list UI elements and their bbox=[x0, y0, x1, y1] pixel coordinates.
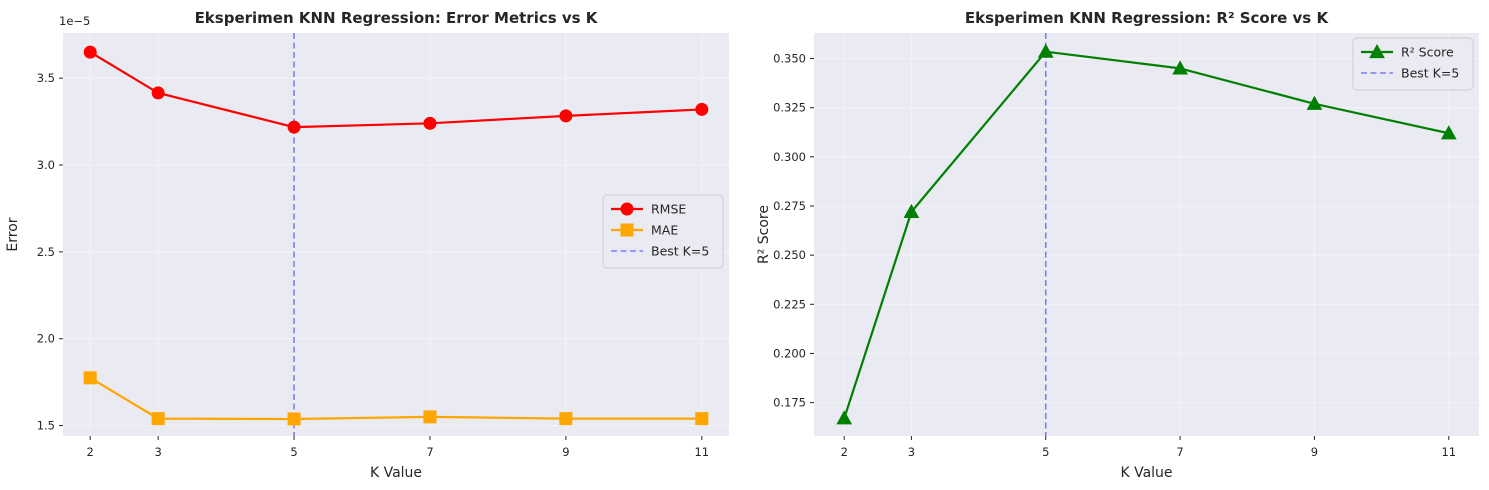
y-axis-offset-label: 1e−5 bbox=[59, 14, 90, 28]
data-point bbox=[836, 410, 853, 425]
y-axis-label: Error bbox=[5, 217, 21, 251]
x-axis-label: K Value bbox=[1120, 465, 1172, 481]
x-tick-label: 9 bbox=[562, 445, 569, 459]
x-tick-label: 11 bbox=[1441, 445, 1456, 459]
x-tick-label: 2 bbox=[841, 445, 848, 459]
data-point bbox=[559, 412, 573, 426]
data-point bbox=[83, 45, 97, 59]
data-point bbox=[903, 203, 920, 218]
y-tick-label: 0.275 bbox=[773, 199, 806, 213]
y-tick-label: 0.250 bbox=[773, 248, 806, 262]
data-point bbox=[695, 102, 709, 116]
legend: RMSE MAE Best K=5 bbox=[602, 194, 724, 269]
x-tick-label: 5 bbox=[290, 445, 297, 459]
x-tick-label: 3 bbox=[908, 445, 915, 459]
y-tick-label: 0.350 bbox=[773, 52, 806, 66]
y-tick-label: 0.200 bbox=[773, 346, 806, 360]
plot-background bbox=[814, 33, 1479, 436]
legend-label: RMSE bbox=[651, 202, 686, 217]
legend-label: Best K=5 bbox=[651, 244, 709, 259]
y-tick-label: 2.5 bbox=[37, 245, 55, 259]
y-tick-label: 1.5 bbox=[37, 419, 55, 433]
x-tick-label: 7 bbox=[1176, 445, 1183, 459]
x-tick-label: 2 bbox=[87, 445, 94, 459]
chart-title: Eksperimen KNN Regression: Error Metrics… bbox=[195, 9, 599, 27]
y-tick-label: 2.0 bbox=[37, 332, 55, 346]
legend-label: R² Score bbox=[1401, 45, 1454, 60]
x-tick-label: 9 bbox=[1311, 445, 1318, 459]
data-point bbox=[287, 412, 301, 426]
x-tick-label: 7 bbox=[426, 445, 433, 459]
x-tick-label: 3 bbox=[154, 445, 161, 459]
y-tick-label: 3.0 bbox=[37, 158, 55, 172]
x-axis-label: K Value bbox=[370, 465, 422, 481]
legend-marker bbox=[1369, 43, 1385, 59]
x-tick-label: 5 bbox=[1042, 445, 1049, 459]
legend-label: MAE bbox=[651, 223, 678, 238]
data-point bbox=[695, 412, 709, 426]
y-tick-label: 0.225 bbox=[773, 297, 806, 311]
y-tick-label: 3.5 bbox=[37, 71, 55, 85]
y-tick-label: 0.175 bbox=[773, 396, 806, 410]
data-point bbox=[1172, 60, 1188, 75]
series-line-mae bbox=[89, 376, 702, 421]
legend-marker bbox=[620, 223, 634, 237]
legend-box bbox=[602, 194, 724, 269]
legend-label: Best K=5 bbox=[1401, 66, 1459, 81]
data-point bbox=[151, 412, 165, 426]
x-tick-label: 11 bbox=[694, 445, 709, 459]
y-tick-label: 0.325 bbox=[773, 101, 806, 115]
data-point bbox=[1306, 95, 1323, 110]
chart-title: Eksperimen KNN Regression: R² Score vs K bbox=[965, 9, 1330, 27]
data-point bbox=[1440, 125, 1457, 140]
legend: R² Score Best K=5 bbox=[1352, 37, 1474, 91]
data-point bbox=[83, 371, 97, 385]
y-axis-label: R² Score bbox=[756, 205, 772, 264]
r2-score-chart: 0.175 0.200 0.225 0.250 0.275 0.300 0.325 0.350… bbox=[756, 9, 1479, 481]
series-line-r-score bbox=[843, 50, 1450, 419]
data-point bbox=[287, 120, 301, 134]
legend-marker bbox=[620, 202, 634, 216]
data-point bbox=[559, 109, 573, 123]
error-metrics-chart: 1.5 2.0 2.5 3.0 3.5 2 3 5 7 9 11 1e−5 Eksperimen KNN… bbox=[5, 9, 729, 481]
y-tick-label: 0.300 bbox=[773, 150, 806, 164]
data-point bbox=[151, 86, 165, 100]
series-line-rmse bbox=[89, 51, 702, 129]
data-point bbox=[1037, 43, 1054, 58]
data-point bbox=[423, 410, 437, 424]
data-point bbox=[423, 116, 437, 130]
